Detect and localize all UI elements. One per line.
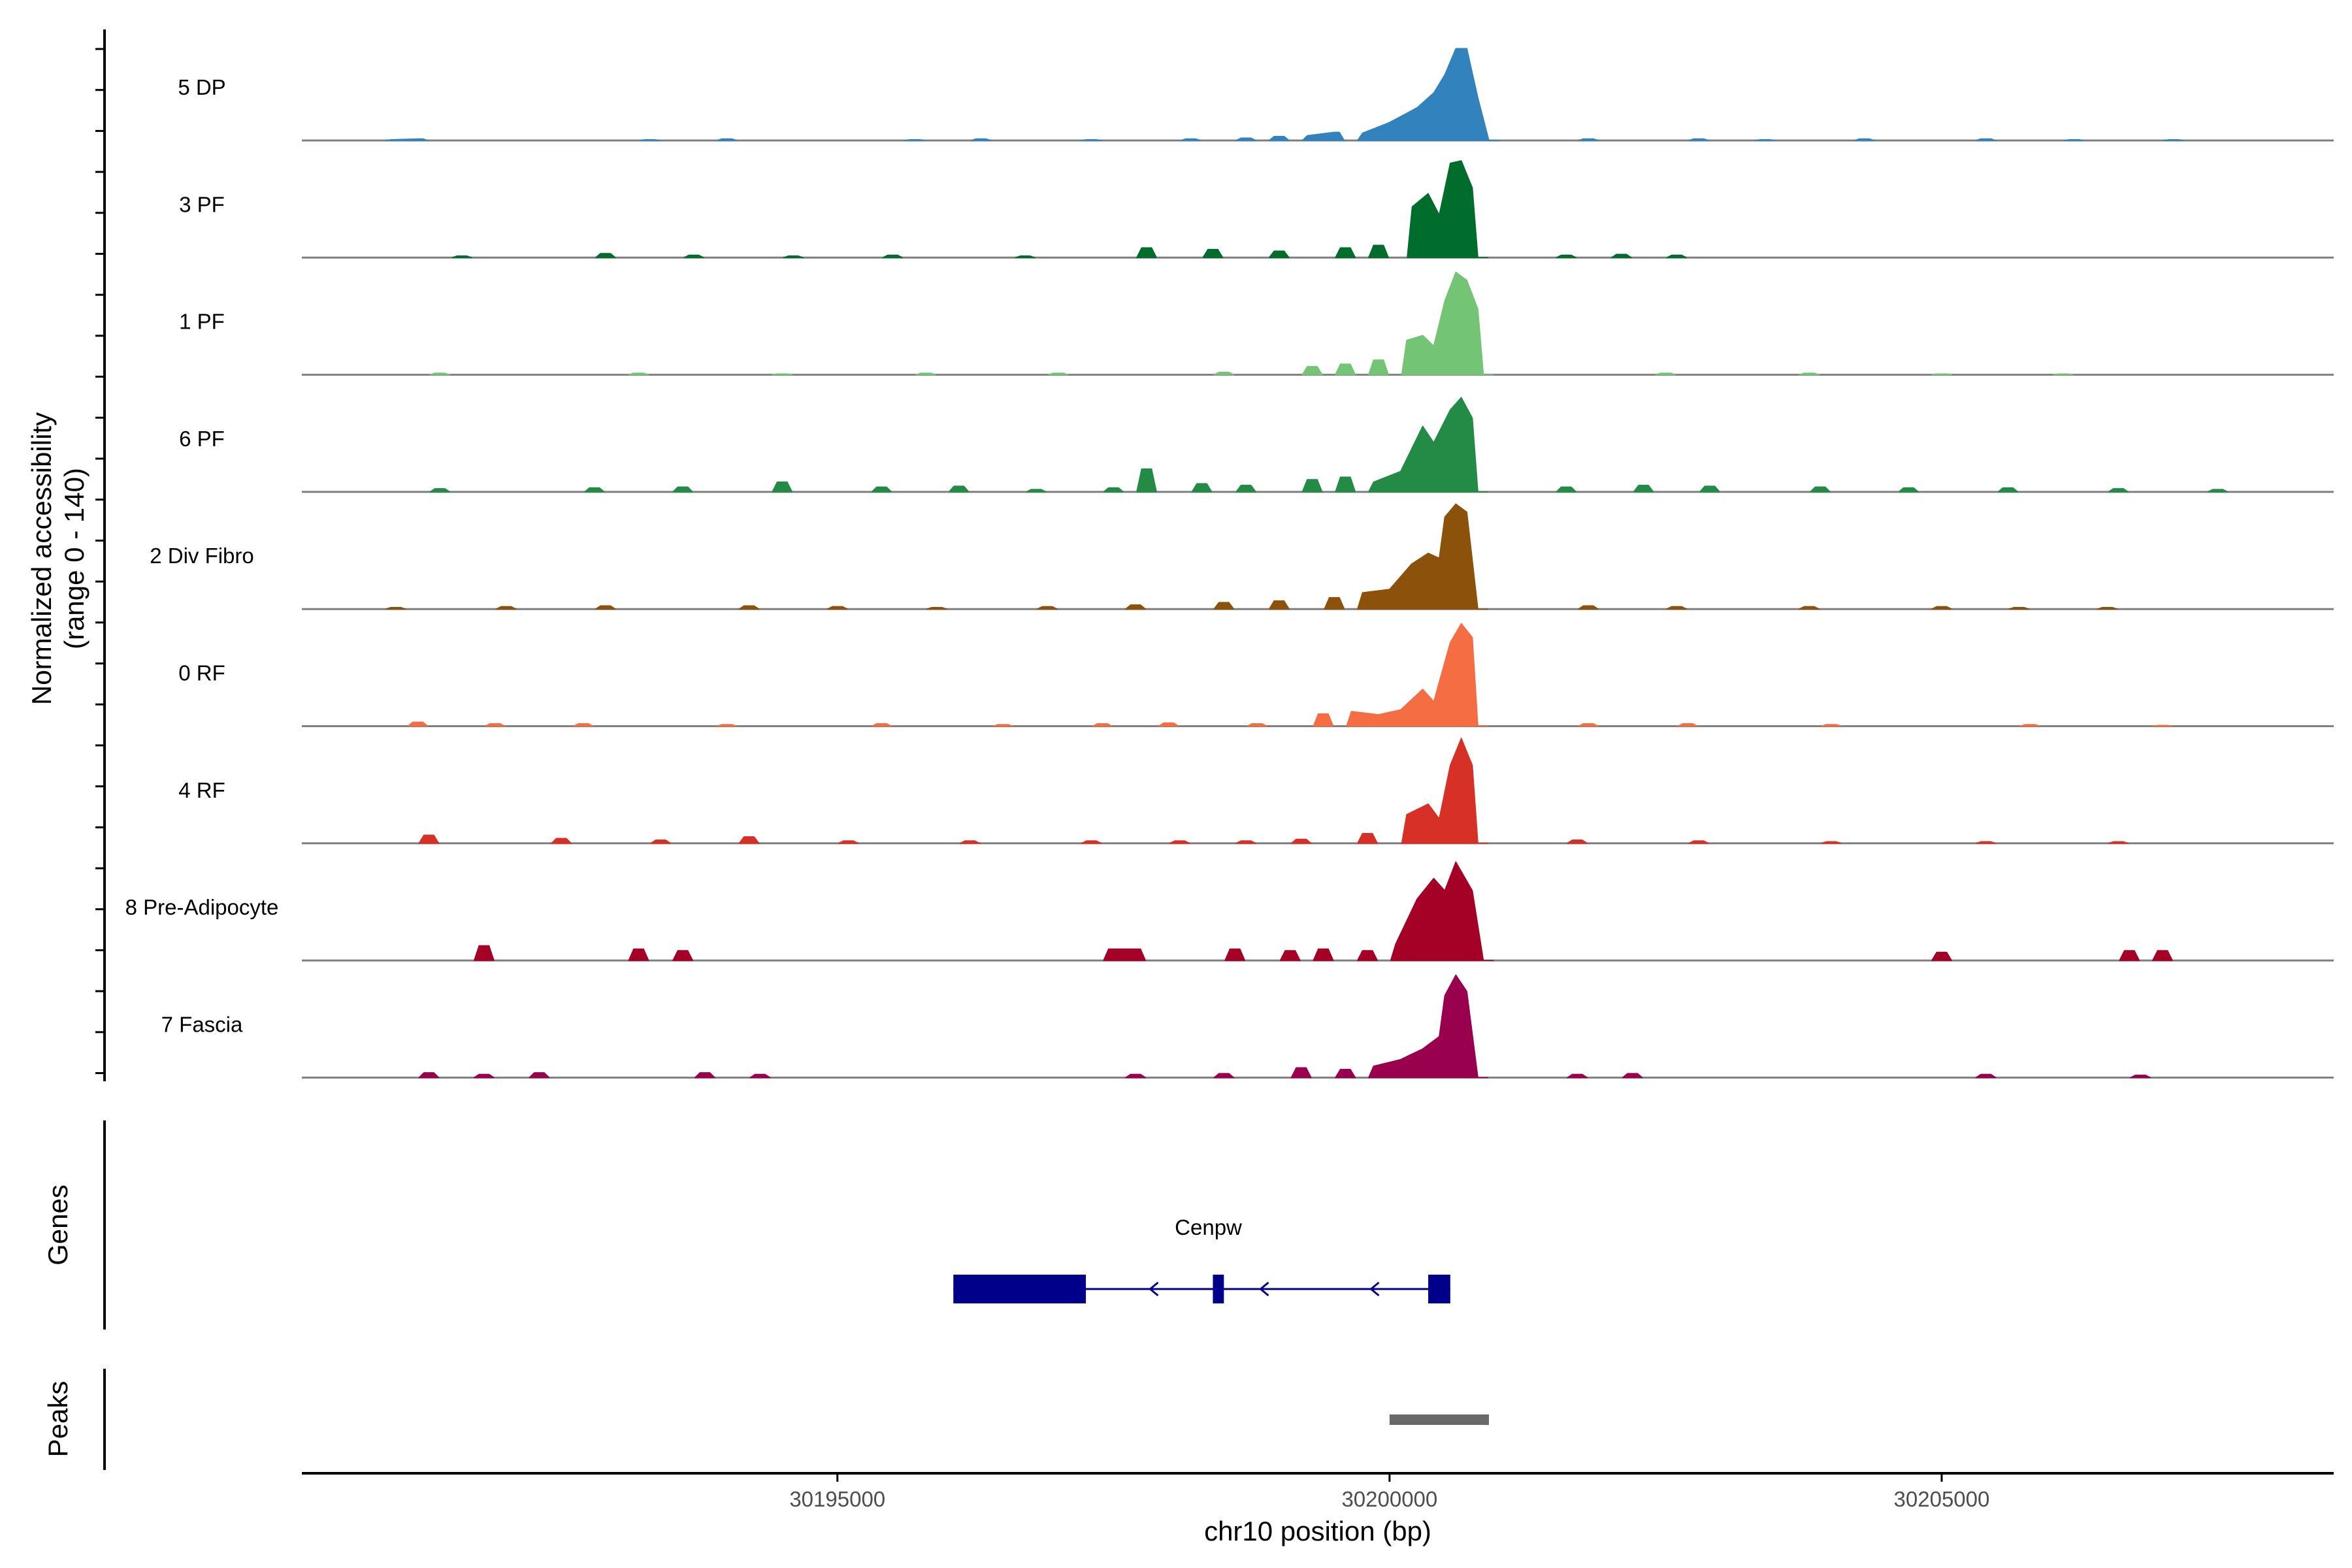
coverage-area	[429, 397, 2229, 493]
genes-track-label: Genes	[42, 1184, 73, 1266]
peaks-panel: Peaks	[42, 1369, 1489, 1470]
coverage-panel: Normalized accessibility (range 0 - 140)…	[26, 29, 2334, 1081]
peaks-track-label: Peaks	[42, 1381, 73, 1458]
coverage-area	[418, 738, 2129, 844]
coverage-tracks: 5 DP 3 PF 1 PF 6 PF 2 Div Fibro 0 RF 4 RF 8 Pre…	[125, 48, 2334, 1079]
track-0-rf: 0 RF	[178, 623, 2334, 727]
track-6-pf: 6 PF	[179, 397, 2334, 493]
track-3-pf: 3 PF	[179, 160, 2334, 259]
track-1-pf: 1 PF	[179, 271, 2334, 376]
track-8-pre-adipocyte: 8 Pre-Adipocyte	[125, 861, 2334, 962]
track-2-div-fibro: 2 Div Fibro	[150, 503, 2334, 610]
track-label: 8 Pre-Adipocyte	[125, 895, 279, 919]
gene-strand-arrow	[1259, 1281, 1269, 1297]
gene-strand-arrow	[1369, 1281, 1380, 1297]
x-axis-ticks: 30195000 30200000 30205000	[789, 1473, 1989, 1511]
coverage-area	[451, 160, 1688, 259]
coverage-y-ticks	[95, 48, 105, 1074]
track-label: 2 Div Fibro	[150, 544, 254, 568]
x-axis-title: chr10 position (bp)	[1204, 1516, 1431, 1546]
track-label: 3 PF	[179, 192, 225, 216]
track-label: 1 PF	[179, 310, 225, 334]
track-label: 4 RF	[178, 778, 225, 802]
track-7-fascia: 7 Fascia	[161, 974, 2334, 1079]
coverage-y-axis-range: (range 0 - 140)	[59, 468, 90, 649]
coverage-y-axis-title: Normalized accessibility	[26, 412, 57, 705]
track-label: 6 PF	[179, 427, 225, 451]
track-label: 5 DP	[178, 75, 225, 99]
gene-exon	[1428, 1275, 1450, 1303]
gene-name-label: Cenpw	[1175, 1215, 1242, 1239]
coverage-area	[385, 48, 2184, 141]
gene-strand-arrow	[1149, 1281, 1159, 1297]
coverage-area	[429, 271, 2074, 376]
track-label: 7 Fascia	[161, 1012, 243, 1036]
gene-exon	[1213, 1275, 1224, 1303]
gene-exon	[953, 1275, 1086, 1303]
track-5-dp: 5 DP	[178, 48, 2334, 142]
gene-models: Cenpw	[953, 1215, 1450, 1303]
track-label: 0 RF	[178, 661, 225, 685]
coverage-area	[385, 503, 2118, 610]
x-tick-label: 30205000	[1894, 1487, 1990, 1511]
peak-regions	[1389, 1414, 1489, 1425]
x-tick-label: 30195000	[789, 1487, 885, 1511]
track-4-rf: 4 RF	[178, 738, 2334, 845]
coverage-area	[473, 861, 2173, 961]
gene-cenpw: Cenpw	[953, 1215, 1450, 1303]
x-axis: 30195000 30200000 30205000 chr10 position …	[302, 1472, 2334, 1546]
peak-region	[1389, 1414, 1489, 1425]
genes-panel: Genes Cenpw	[42, 1120, 1450, 1330]
coverage-area	[407, 623, 2173, 727]
coverage-area	[418, 974, 2151, 1079]
x-tick-label: 30200000	[1341, 1487, 1437, 1511]
